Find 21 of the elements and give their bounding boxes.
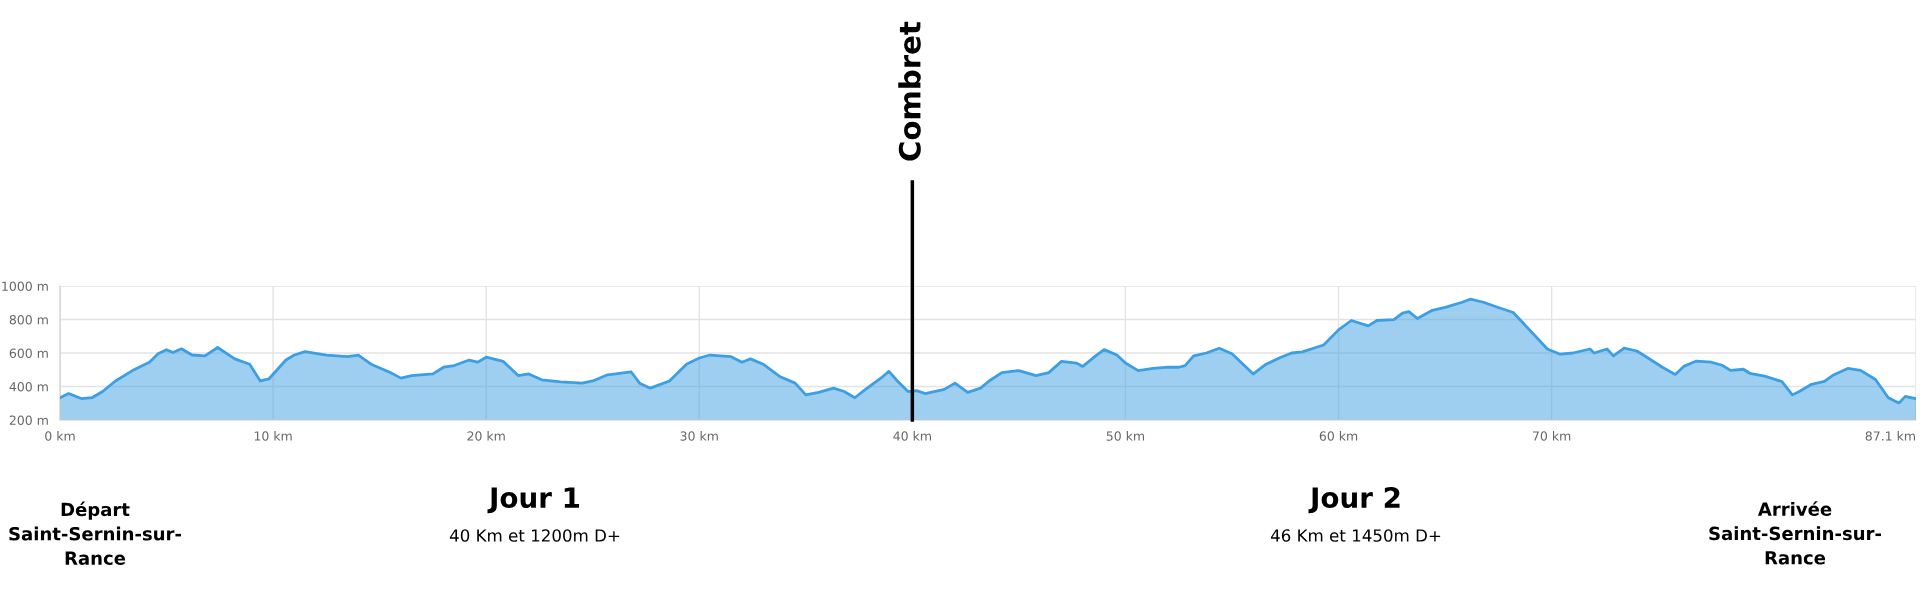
text: Jour 2: [1308, 487, 1400, 514]
x-tick-label: 60 km: [1319, 431, 1358, 441]
text: Départ Saint-Sernin-sur- Rance: [9, 501, 181, 565]
x-tick-label: 0 km: [45, 431, 75, 441]
y-tick-label: 200 m: [9, 415, 48, 425]
x-tick-label: 30 km: [680, 431, 718, 441]
text: 46 Km et 1450m D+: [1270, 529, 1441, 542]
x-tick-label: 10 km: [254, 431, 292, 441]
x-tick-label: 40 km: [893, 431, 931, 441]
x-tick-label: 70 km: [1533, 431, 1571, 441]
y-tick-label: 400 m: [9, 381, 48, 392]
text: 40 Km et 1200m D+: [449, 529, 620, 542]
text: Jour 1: [487, 487, 580, 514]
x-tick-label: 50 km: [1106, 431, 1145, 441]
x-tick-label: 20 km: [467, 431, 505, 441]
ref-line-label: Combret: [898, 21, 921, 161]
text: Arrivée Saint-Sernin-sur- Rance: [1709, 501, 1881, 565]
y-tick-label: 1000 m: [2, 281, 48, 291]
y-tick-label: 600 m: [9, 348, 48, 358]
x-tick-label: 87.1 km: [1865, 431, 1915, 441]
y-tick-label: 800 m: [9, 314, 48, 325]
